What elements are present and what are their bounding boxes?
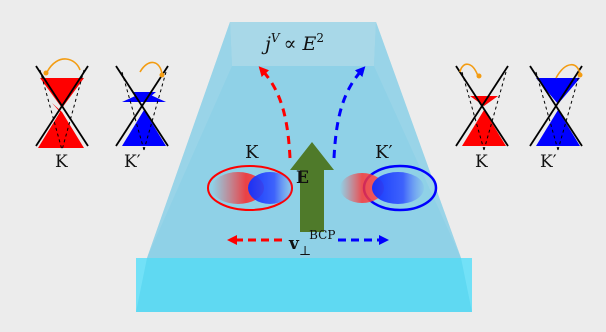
left-kprime-label: K′ [124, 152, 141, 172]
eq-e-sup: 2 [316, 31, 324, 45]
center-kprime-label: K′ [375, 142, 393, 163]
eq-j: j [261, 33, 271, 55]
velocity-base: v [288, 234, 300, 254]
velocity-sup: BCP [309, 228, 335, 242]
left-k-label: K [55, 152, 68, 172]
eq-propto: ∝ E [284, 33, 317, 55]
eq-j-sup: V [271, 31, 281, 45]
current-equation: jV ∝ E2 [261, 31, 324, 55]
velocity-sub: ⊥ [299, 244, 311, 259]
center-k-label: K [245, 142, 259, 163]
left-kprime-cone [115, 61, 169, 151]
right-kprime-label: K′ [540, 152, 557, 172]
right-wavepacket [340, 164, 438, 212]
right-k-label: K [475, 152, 488, 172]
right-kprime-cone [529, 63, 583, 151]
red-curved-arrow [258, 66, 292, 159]
velocity-label: v⊥ BCP [288, 228, 335, 259]
left-wavepacket [207, 165, 293, 211]
blue-curved-arrow [332, 66, 366, 159]
field-label: E [296, 168, 309, 188]
electric-field-arrow [290, 142, 334, 232]
base-block [136, 258, 472, 312]
right-k-cone [455, 63, 509, 151]
left-k-cone [35, 58, 89, 151]
